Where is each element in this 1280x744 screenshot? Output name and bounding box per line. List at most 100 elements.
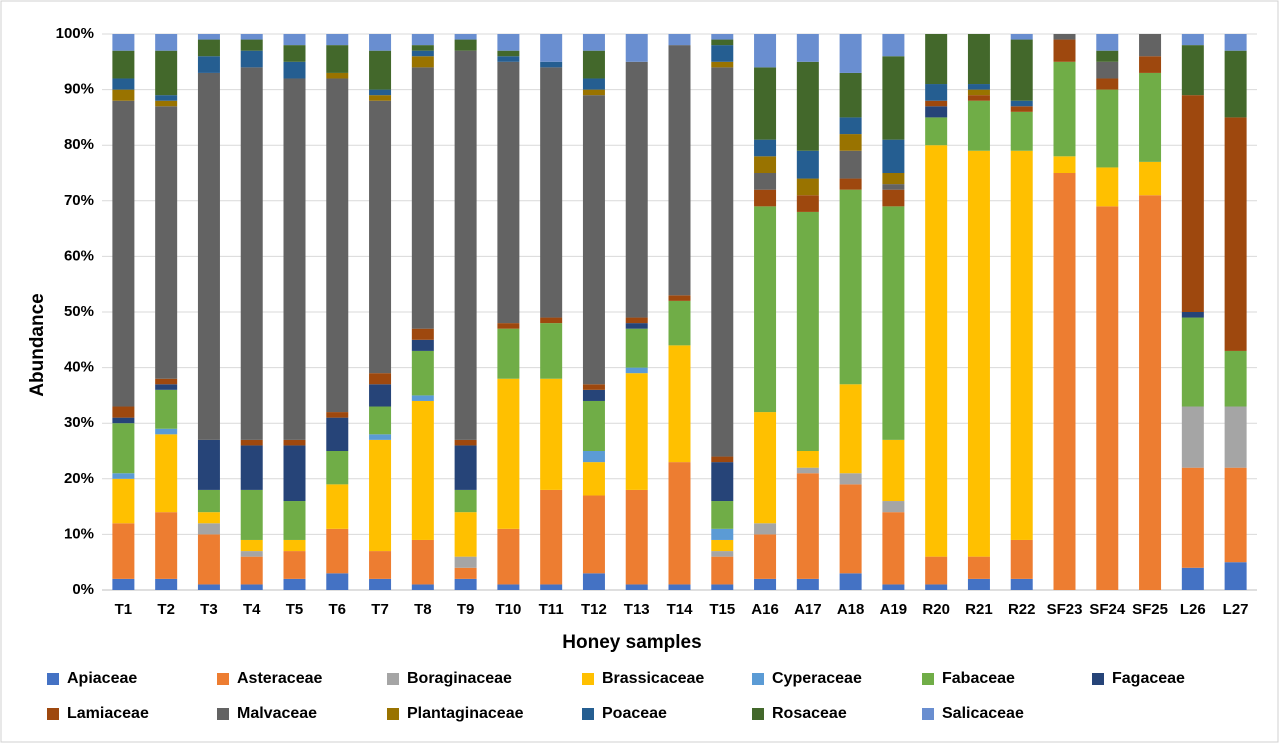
bar-segment <box>240 539 263 552</box>
bar-segment <box>411 67 434 329</box>
x-tick-label: T10 <box>495 601 521 618</box>
bar-segment <box>112 89 135 101</box>
bar-segment <box>1096 78 1119 90</box>
bar-segment <box>411 350 434 396</box>
bar-segment <box>283 539 306 552</box>
bar-segment <box>711 39 734 46</box>
bar-segment <box>582 95 605 385</box>
legend-label: Lamiaceae <box>67 705 149 722</box>
y-tick-label: 60% <box>64 247 94 264</box>
bar-segment <box>839 72 862 118</box>
x-tick-label: T6 <box>329 601 347 618</box>
bar-segment <box>882 56 905 140</box>
bar-segment <box>668 462 691 585</box>
bar-segment <box>925 106 948 118</box>
bar-segment <box>925 145 948 557</box>
bar-segment <box>326 34 349 46</box>
bar-segment <box>155 106 178 379</box>
legend-swatch <box>922 673 934 685</box>
x-tick-label: T15 <box>709 601 735 618</box>
bar-segment <box>754 173 777 190</box>
bar-segment <box>1010 111 1033 151</box>
bar-segment <box>1053 173 1076 590</box>
bar-segment <box>240 584 263 590</box>
x-tick-label: T11 <box>539 601 564 618</box>
bar-segment <box>283 445 306 502</box>
bar-segment <box>882 34 905 57</box>
bar-segment <box>625 328 648 368</box>
bar-segment <box>668 34 691 46</box>
legend-swatch <box>1092 673 1104 685</box>
bar-segment <box>796 467 819 474</box>
bar-segment <box>369 578 392 590</box>
bar-segment <box>582 462 605 496</box>
bar-segment <box>283 439 306 446</box>
x-tick-label: R21 <box>965 601 993 618</box>
bar-segment <box>882 584 905 590</box>
legend-label: Boraginaceae <box>407 670 512 687</box>
bar-segment <box>1139 34 1162 57</box>
bar-segment <box>326 417 349 451</box>
bar-segment <box>967 578 990 590</box>
bar-segment <box>711 67 734 457</box>
bar-segment <box>711 462 734 502</box>
bar-segment <box>1053 34 1076 40</box>
bar-segment <box>411 400 434 540</box>
bar-segment <box>1096 34 1119 51</box>
bar-segment <box>625 367 648 374</box>
bar-segment <box>369 100 392 374</box>
bar-segment <box>497 61 520 324</box>
x-tick-label: A17 <box>794 601 822 618</box>
bar-segment <box>197 439 220 490</box>
legend-swatch <box>217 673 229 685</box>
legend-swatch <box>47 673 59 685</box>
bar-segment <box>582 89 605 96</box>
bar-segment <box>925 84 948 101</box>
bar-segment <box>1010 100 1033 107</box>
bar-segment <box>454 39 477 51</box>
bar-segment <box>369 384 392 407</box>
bar-segment <box>582 384 605 390</box>
bar-segment <box>711 584 734 590</box>
x-tick-label: T7 <box>371 601 389 618</box>
legend-swatch <box>752 673 764 685</box>
bar-segment <box>882 439 905 502</box>
bar-segment <box>925 117 948 146</box>
bar-segment <box>369 34 392 51</box>
bar-segment <box>1010 34 1033 40</box>
x-tick-label: T4 <box>243 601 261 618</box>
bar-segment <box>711 528 734 540</box>
bar-segment <box>369 551 392 579</box>
legend-swatch <box>387 708 399 720</box>
bar-segment <box>197 72 220 440</box>
bar-segment <box>1224 117 1247 351</box>
bar-segment <box>112 523 135 579</box>
legend-swatch <box>47 708 59 720</box>
x-tick-label: T14 <box>667 601 694 618</box>
bar-segment <box>497 34 520 51</box>
bar-segment <box>326 412 349 418</box>
bar-segment <box>326 484 349 529</box>
bar-segment <box>1224 467 1247 563</box>
bar-segment <box>1181 567 1204 590</box>
bar-segment <box>540 34 563 62</box>
bar-segment <box>839 178 862 190</box>
bar-segment <box>369 406 392 435</box>
legend-label: Plantaginaceae <box>407 705 524 722</box>
bar-segment <box>283 78 306 440</box>
bar-segment <box>112 34 135 51</box>
bar-segment <box>497 323 520 329</box>
bar-segment <box>1181 312 1204 318</box>
bar-segment <box>711 61 734 68</box>
bar-segment <box>1224 350 1247 407</box>
bar-segment <box>796 195 819 212</box>
bar-segment <box>155 384 178 390</box>
bar-segment <box>582 400 605 451</box>
bar-segment <box>754 139 777 157</box>
bar-segment <box>112 100 135 407</box>
bar-segment <box>582 34 605 51</box>
y-tick-label: 30% <box>64 414 94 431</box>
bar-segment <box>454 512 477 557</box>
bar-segment <box>882 189 905 207</box>
